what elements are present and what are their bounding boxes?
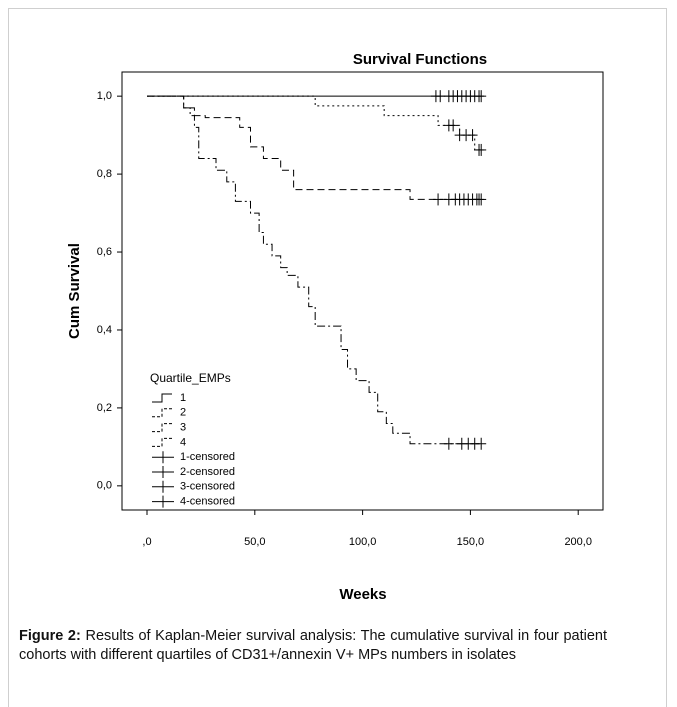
survival-curve xyxy=(147,95,482,445)
legend-swatch xyxy=(152,408,172,418)
legend-label: 4 xyxy=(180,436,186,448)
x-tick-label: 50,0 xyxy=(244,536,265,548)
survival-curve xyxy=(147,95,482,151)
legend-title: Quartile_EMPs xyxy=(150,371,231,385)
y-tick-label: 1,0 xyxy=(97,90,112,102)
legend-label: 3 xyxy=(180,422,186,434)
legend-label: 4-censored xyxy=(180,496,235,508)
chart: Survival Functions Weeks Cum Survival Qu… xyxy=(66,51,604,603)
legend-swatch xyxy=(152,423,172,433)
x-tick-label: 150,0 xyxy=(457,536,485,548)
legend-swatch xyxy=(152,437,172,447)
legend-label: 1-censored xyxy=(180,451,235,463)
y-axis-label: Cum Survival xyxy=(66,243,83,339)
x-tick-label: ,0 xyxy=(142,536,151,548)
y-tick-label: 0,6 xyxy=(97,246,112,258)
x-tick-label: 200,0 xyxy=(564,536,592,548)
survival-curve xyxy=(147,95,482,200)
x-axis-label: Weeks xyxy=(339,586,386,603)
y-tick-label: 0,0 xyxy=(97,480,112,492)
y-tick-label: 0,4 xyxy=(97,324,112,336)
legend-label: 2-censored xyxy=(180,466,235,478)
legend-label: 1 xyxy=(180,392,186,404)
caption-label: Figure 2: xyxy=(19,628,81,644)
y-tick-label: 0,8 xyxy=(97,168,112,180)
y-tick-label: 0,2 xyxy=(97,402,112,414)
x-tick-label: 100,0 xyxy=(349,536,377,548)
caption-text: Results of Kaplan-Meier survival analysi… xyxy=(19,628,608,663)
legend-label: 2 xyxy=(180,407,186,419)
chart-title: Survival Functions xyxy=(353,51,487,68)
plot-frame xyxy=(121,71,604,511)
legend-swatch xyxy=(152,393,172,403)
caption: Figure 2: Results of Kaplan-Meier surviv… xyxy=(19,627,607,665)
figure-frame xyxy=(8,8,667,707)
legend-label: 3-censored xyxy=(180,481,235,493)
